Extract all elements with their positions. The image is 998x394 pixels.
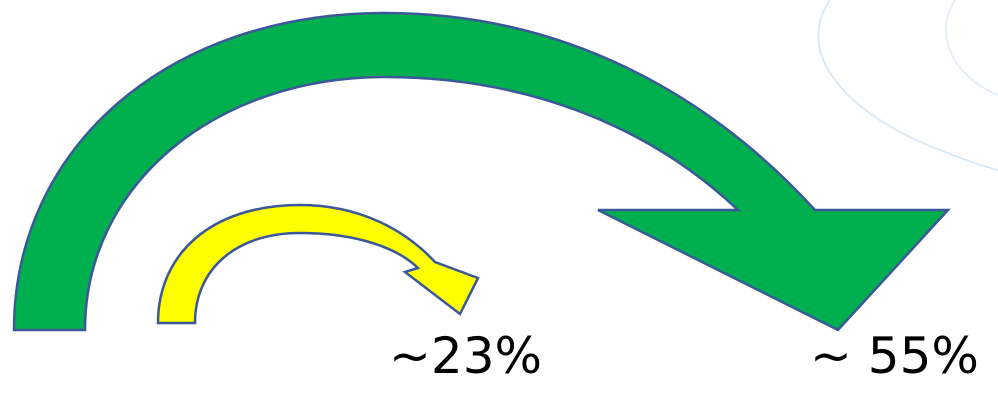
background-swirl-2 — [944, 0, 998, 96]
small-curved-arrow — [156, 203, 480, 325]
background-swirl — [817, 0, 998, 171]
small-arrow-percent-label: ~23% — [389, 327, 543, 385]
large-arrow-percent-label: ~ 55% — [810, 327, 979, 385]
large-curved-arrow — [12, 11, 951, 332]
